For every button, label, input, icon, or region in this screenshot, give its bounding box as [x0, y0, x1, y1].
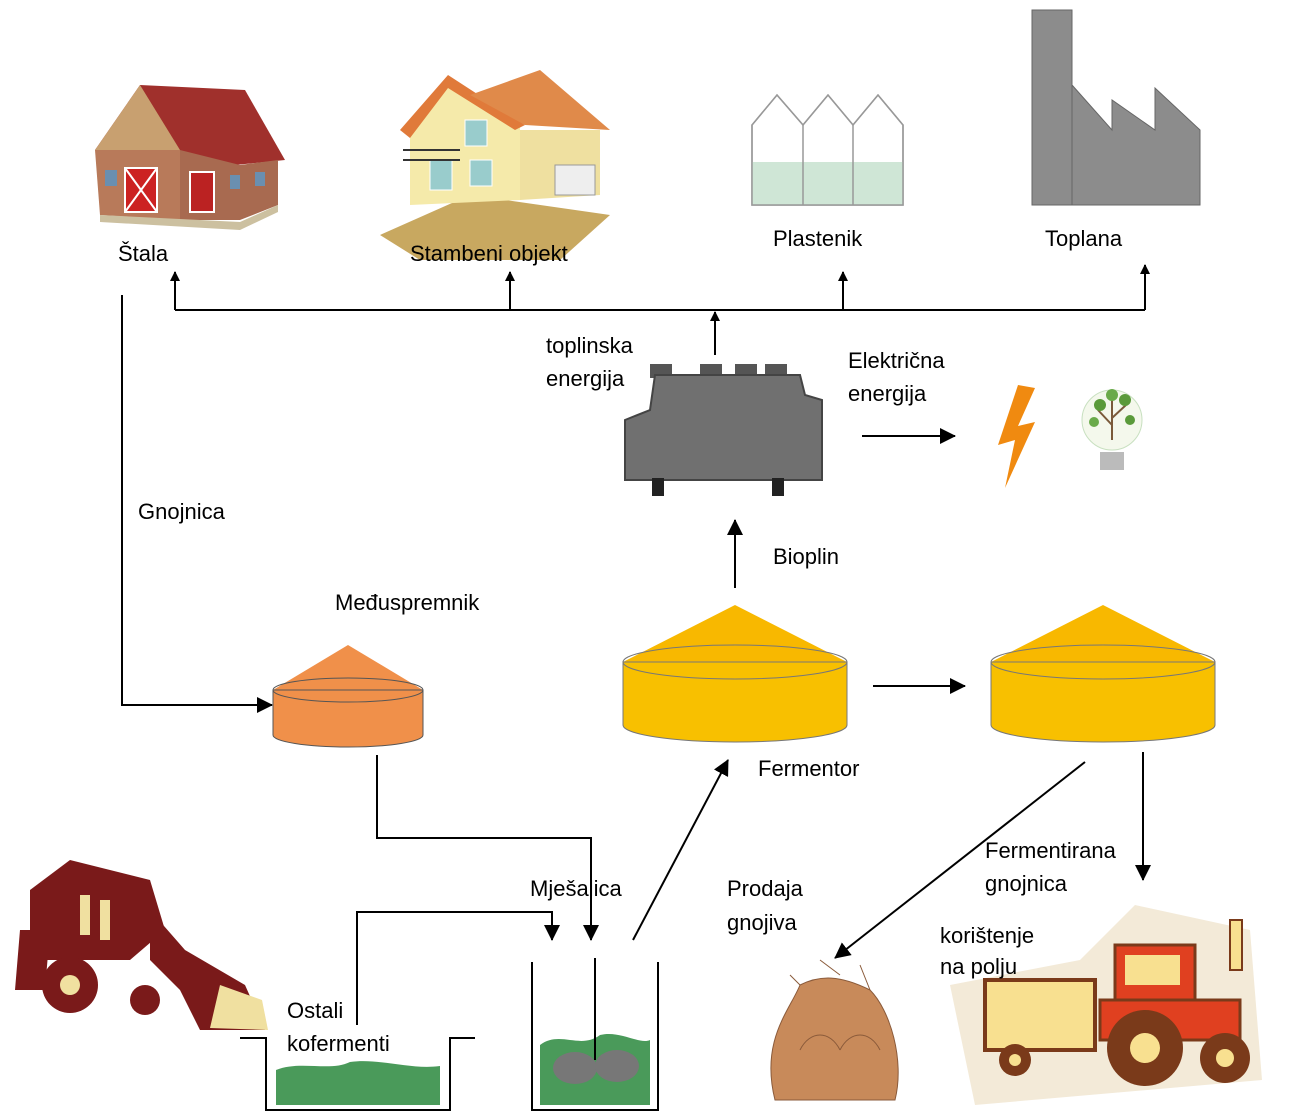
greenhouse-icon	[752, 95, 903, 205]
page: {"nodes": { "stala": {"label": "Štala"},…	[0, 0, 1294, 1113]
connectors	[122, 265, 1145, 1025]
label: Toplana	[1045, 226, 1123, 251]
label-line: na polju	[940, 954, 1017, 979]
label: Gnojnica	[138, 499, 226, 524]
label: korištenje na polju	[940, 923, 1040, 979]
loader-icon	[15, 860, 268, 1030]
label-line: kofermenti	[287, 1031, 390, 1056]
label: Stambeni objekt	[410, 241, 568, 266]
label-line: Prodaja	[727, 876, 804, 901]
house-icon	[380, 70, 610, 260]
label: Bioplin	[773, 544, 839, 569]
label: Ostali kofermenti	[287, 998, 390, 1056]
mixer-icon	[532, 958, 658, 1110]
lightning-icon	[998, 385, 1035, 488]
diagram: Štala Stambeni objekt Plastenik Toplana …	[0, 0, 1294, 1113]
fermentor-tank-icon	[623, 605, 847, 742]
factory-icon	[1032, 10, 1200, 205]
label-line: energija	[848, 381, 927, 406]
label: Mješalica	[530, 876, 622, 901]
label-line: toplinska	[546, 333, 634, 358]
buffer-tank-icon	[273, 645, 423, 747]
sacks-icon	[771, 960, 898, 1100]
label-line: energija	[546, 366, 625, 391]
storage-tank-icon	[991, 605, 1215, 742]
label: Štala	[118, 241, 169, 266]
label: Plastenik	[773, 226, 863, 251]
label: Međuspremnik	[335, 590, 480, 615]
label-line: gnojnica	[985, 871, 1068, 896]
label: Električna energija	[848, 348, 951, 406]
label: Prodaja gnojiva	[727, 876, 809, 935]
engine-icon	[625, 364, 822, 496]
label-line: Fermentirana	[985, 838, 1117, 863]
label-line: Električna	[848, 348, 945, 373]
label: Fermentirana gnojnica	[985, 838, 1122, 896]
label-line: Ostali	[287, 998, 343, 1023]
label-line: gnojiva	[727, 910, 797, 935]
barn-icon	[95, 85, 285, 230]
bulb-icon	[1082, 389, 1142, 470]
label: toplinska energija	[546, 333, 639, 391]
label: Fermentor	[758, 756, 859, 781]
label-line: korištenje	[940, 923, 1034, 948]
